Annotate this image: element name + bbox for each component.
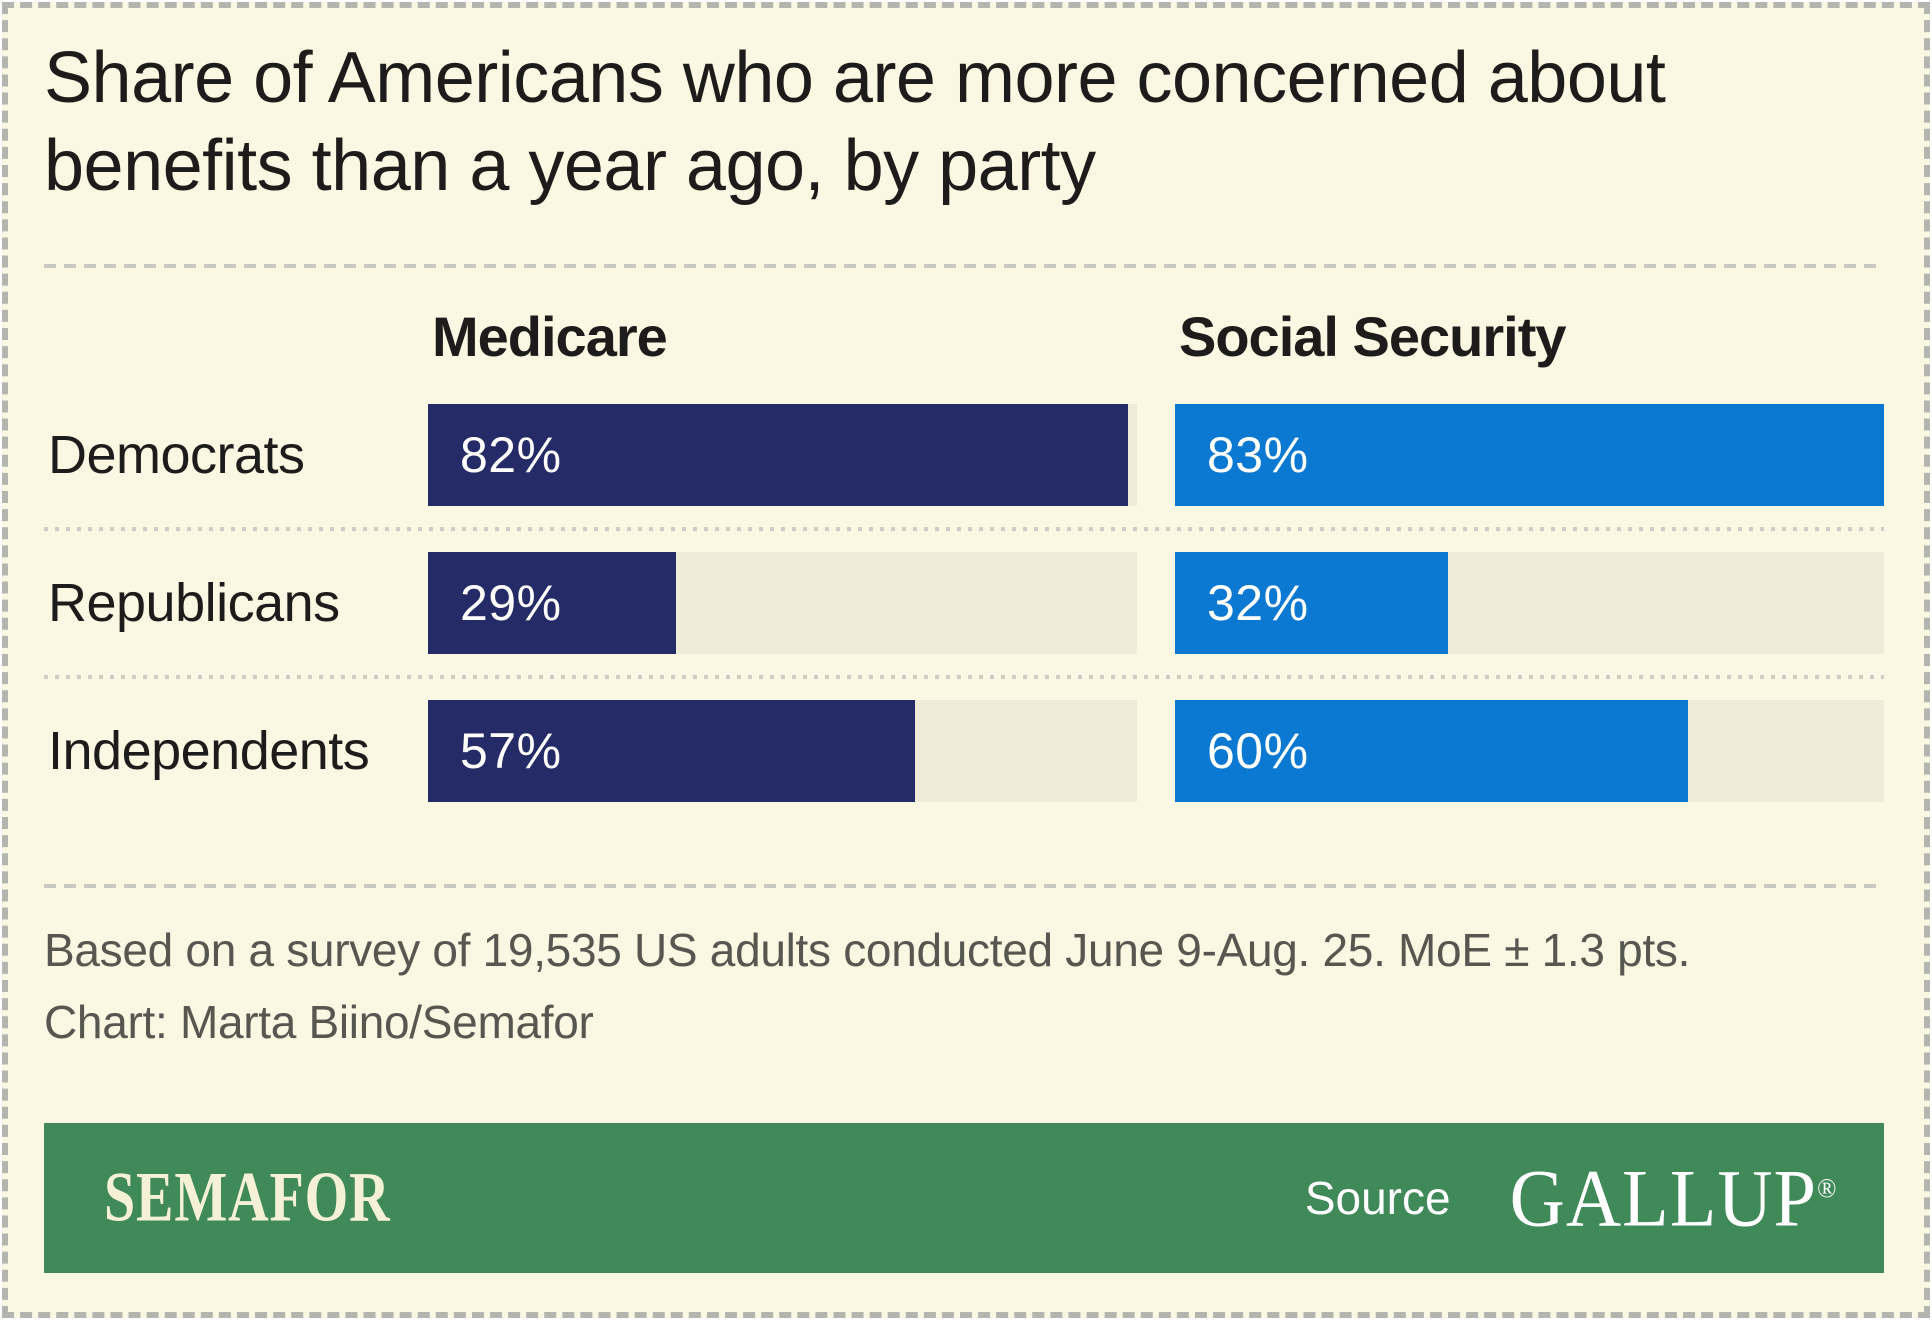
row-label-republicans: Republicans bbox=[48, 573, 340, 633]
bar: 60% bbox=[1175, 700, 1688, 802]
bar-track-social-security-independents: 60% bbox=[1175, 700, 1884, 802]
bar: 32% bbox=[1175, 552, 1449, 654]
bar-track-medicare-republicans: 29% bbox=[428, 552, 1137, 654]
bar-value-label: 29% bbox=[460, 575, 562, 631]
bar-track-medicare-democrats: 82% bbox=[428, 404, 1137, 506]
bar-value-label: 60% bbox=[1207, 723, 1309, 779]
bar-value-label: 83% bbox=[1207, 427, 1309, 483]
title-divider bbox=[44, 264, 1884, 268]
source-label: Source bbox=[1304, 1172, 1451, 1224]
survey-note: Based on a survey of 19,535 US adults co… bbox=[44, 924, 1691, 976]
bar-track-medicare-independents: 57% bbox=[428, 700, 1137, 802]
bar: 82% bbox=[428, 404, 1129, 506]
column-header-medicare: Medicare bbox=[432, 305, 668, 368]
gallup-logo-text: GALLUP bbox=[1509, 1151, 1817, 1244]
bar: 57% bbox=[428, 700, 915, 802]
row-separator bbox=[44, 527, 1884, 531]
bar-track-social-security-republicans: 32% bbox=[1175, 552, 1884, 654]
table-row-democrats: Democrats 82% 83% bbox=[8, 404, 1924, 506]
bar-track-social-security-democrats: 83% bbox=[1175, 404, 1884, 506]
bar-value-label: 57% bbox=[460, 723, 562, 779]
row-label-independents: Independents bbox=[48, 721, 370, 781]
column-header-social-security: Social Security bbox=[1179, 305, 1567, 368]
gallup-logo: GALLUP® bbox=[1509, 1151, 1836, 1246]
registered-mark-icon: ® bbox=[1816, 1172, 1836, 1204]
bar: 29% bbox=[428, 552, 676, 654]
footer-divider bbox=[44, 884, 1884, 888]
chart-credit: Chart: Marta Biino/Semafor bbox=[44, 996, 594, 1048]
semafor-logo: SEMAFOR bbox=[104, 1158, 391, 1237]
chart-title: Share of Americans who are more concerne… bbox=[44, 38, 1666, 206]
bar-value-label: 32% bbox=[1207, 575, 1309, 631]
bar: 83% bbox=[1175, 404, 1884, 506]
table-row-independents: Independents 57% 60% bbox=[8, 700, 1924, 802]
table-row-republicans: Republicans 29% 32% bbox=[8, 552, 1924, 654]
brand-bar: SEMAFOR Source GALLUP® bbox=[44, 1123, 1884, 1273]
row-label-democrats: Democrats bbox=[48, 425, 305, 485]
bar-value-label: 82% bbox=[460, 427, 562, 483]
row-separator bbox=[44, 675, 1884, 679]
